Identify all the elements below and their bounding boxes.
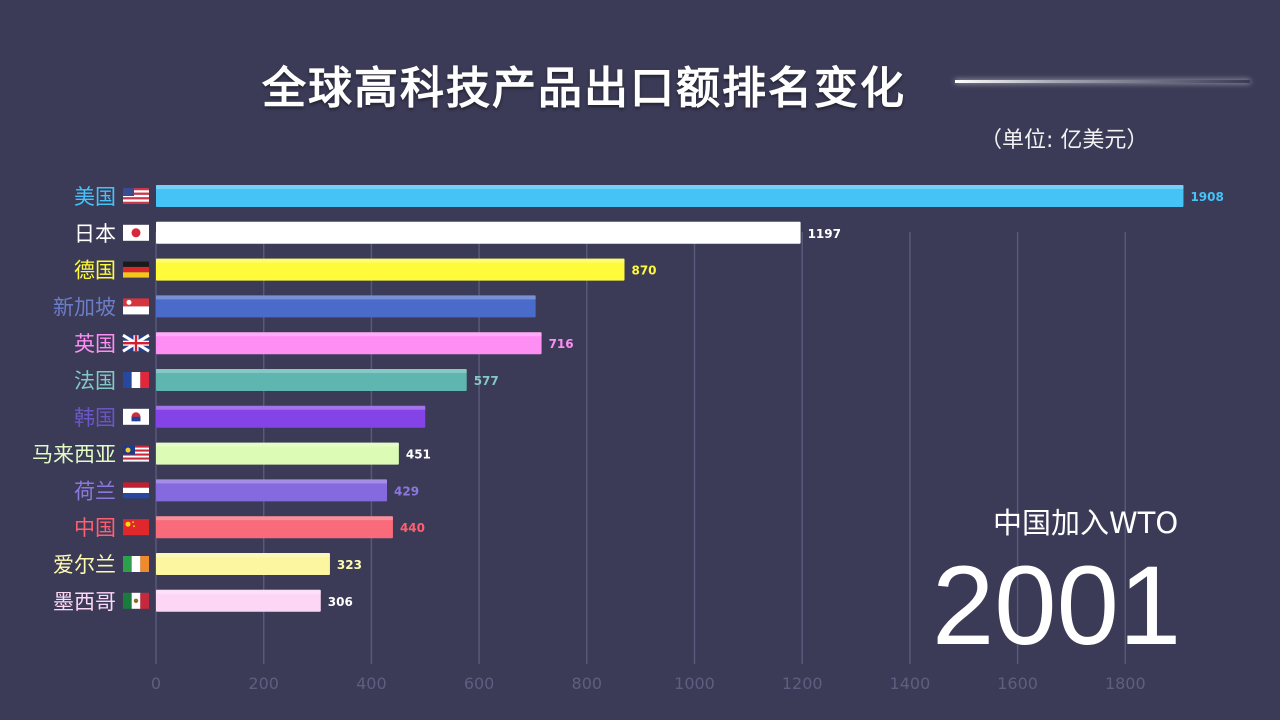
unit-label: （单位: 亿美元） [980, 128, 1149, 153]
bar-highlight [156, 479, 388, 484]
korea-flag-icon [123, 408, 149, 425]
bar [156, 405, 426, 428]
x-tick-label: 600 [464, 674, 495, 693]
event-label: 中国加入WTO [993, 506, 1179, 540]
netherlands-flag-icon [123, 482, 149, 499]
value-label: 323 [337, 558, 362, 572]
x-tick-label: 1000 [674, 674, 715, 693]
bar-highlight [156, 258, 625, 263]
value-label: 429 [394, 484, 419, 498]
category-label: 日本 [74, 222, 116, 246]
bar-highlight [156, 442, 399, 447]
value-label: 306 [328, 595, 353, 609]
category-label: 英国 [74, 332, 116, 356]
singapore-flag-icon [123, 298, 149, 315]
x-tick-label: 400 [356, 674, 387, 693]
x-tick-label: 1600 [997, 674, 1038, 693]
category-label: 新加坡 [53, 295, 116, 319]
category-label: 墨西哥 [53, 590, 116, 614]
germany-flag-icon [123, 261, 149, 278]
value-label: 1908 [1190, 190, 1223, 204]
x-tick-label: 1200 [782, 674, 823, 693]
bar-highlight [156, 589, 321, 594]
x-tick-label: 1400 [890, 674, 931, 693]
x-tick-label: 1800 [1105, 674, 1146, 693]
france-flag-icon [123, 372, 149, 388]
bar [156, 553, 330, 575]
x-tick-label: 0 [151, 674, 161, 693]
ireland-flag-icon [123, 556, 149, 572]
value-label: 1197 [808, 227, 841, 241]
china-flag-icon [123, 519, 149, 536]
mexico-flag-icon [123, 592, 149, 609]
bar-highlight [156, 516, 393, 521]
title-light-streak [955, 80, 1250, 83]
value-label: 577 [474, 374, 499, 388]
category-label: 韩国 [74, 406, 116, 430]
bar [156, 479, 388, 502]
value-label: 870 [631, 264, 656, 278]
year-label: 2001 [932, 543, 1182, 668]
bar [156, 221, 801, 244]
x-tick-label: 800 [572, 674, 603, 693]
bar-highlight [156, 185, 1184, 189]
value-label: 440 [400, 521, 425, 535]
bar-highlight [156, 553, 330, 557]
japan-flag-icon [123, 224, 149, 241]
uk-flag-icon [122, 333, 150, 353]
bar [156, 332, 542, 355]
bar-highlight [156, 405, 426, 410]
bar [156, 369, 467, 391]
value-label: 451 [406, 448, 431, 462]
chart-title: 全球高科技产品出口额排名变化 [262, 63, 906, 112]
bar [156, 258, 625, 281]
bar [156, 295, 536, 318]
category-label: 荷兰 [74, 479, 116, 503]
category-label: 美国 [74, 185, 116, 209]
bar [156, 516, 393, 539]
category-label: 法国 [74, 369, 116, 393]
bar [156, 589, 321, 612]
bar-highlight [156, 332, 542, 337]
x-tick-label: 200 [248, 674, 279, 693]
bar-highlight [156, 369, 467, 373]
category-label: 德国 [74, 259, 116, 283]
category-label: 爱尔兰 [53, 553, 116, 577]
bar-highlight [156, 295, 536, 300]
us-flag-icon [123, 188, 149, 204]
malaysia-flag-icon [123, 445, 149, 462]
bar [156, 185, 1184, 207]
bar-highlight [156, 221, 801, 226]
value-label: 716 [549, 337, 574, 351]
category-label: 马来西亚 [32, 443, 116, 467]
category-label: 中国 [74, 516, 116, 540]
bar [156, 442, 399, 465]
